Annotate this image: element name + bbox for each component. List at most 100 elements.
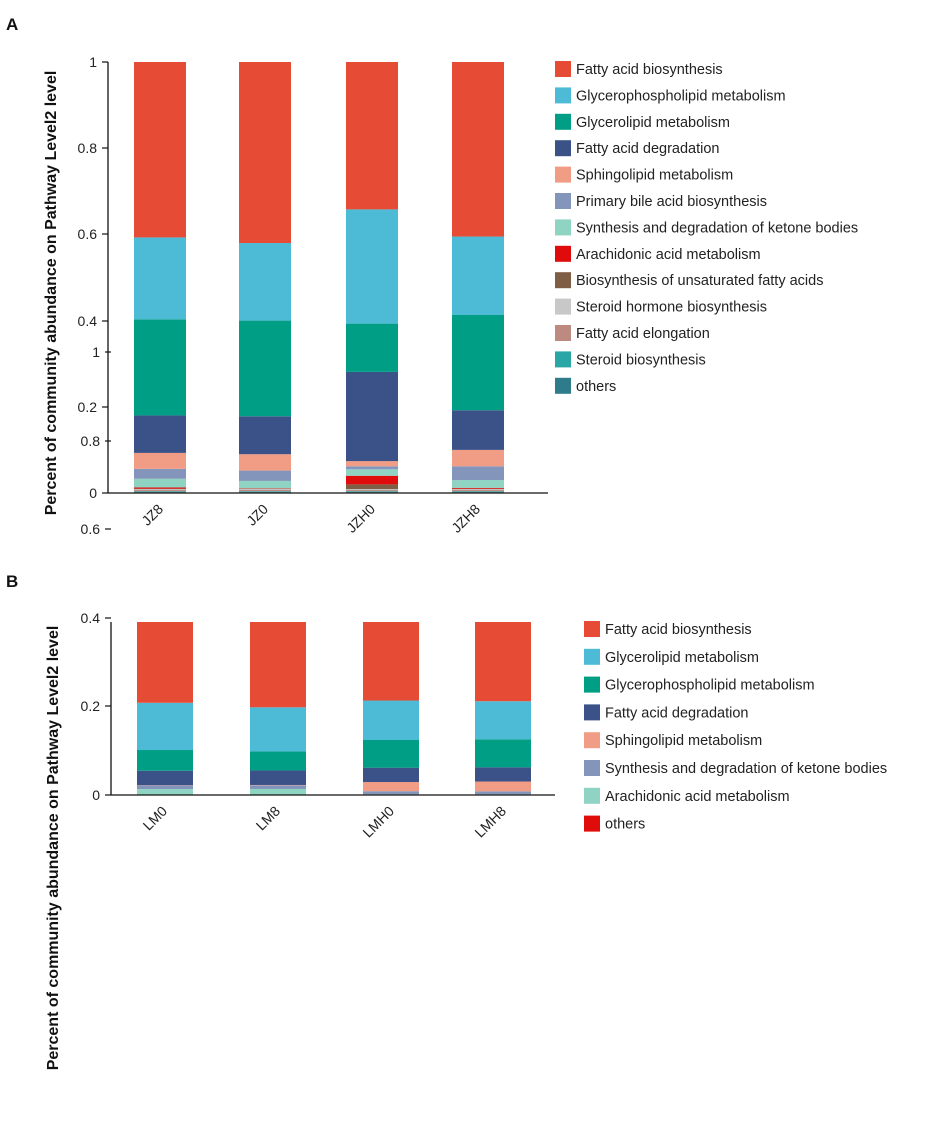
panel-a-legend-label-2: Glycerolipid metabolism <box>576 115 730 131</box>
panel-a-bar-jzh0-segment-5 <box>346 476 398 485</box>
panel-a-bar-jzh0-segment-6 <box>346 469 398 475</box>
panel-b-legend-swatch-2 <box>584 677 600 693</box>
panel-b-bar-lmh0-segment-3 <box>363 782 419 791</box>
panel-a-legend-label-10: Fatty acid elongation <box>576 326 710 342</box>
panel-b-bar-lmh0-segment-6 <box>363 701 419 740</box>
panel-a-bar-jzh8-segment-1 <box>452 491 504 492</box>
panel-a-bar-jz0-segment-6 <box>239 481 291 488</box>
panel-b-legend-swatch-1 <box>584 649 600 665</box>
panel-a-y-axis-title: Percent of community abundance on Pathwa… <box>43 71 60 516</box>
panel-a-legend-label-8: Biosynthesis of unsaturated fatty acids <box>576 273 823 289</box>
panel-b-bars <box>137 622 531 795</box>
panel-b-y-tick-label-3: 0.6 <box>81 521 101 537</box>
panel-b-bar-lm8-segment-2 <box>250 785 306 789</box>
panel-a-bar-jz0-segment-2 <box>239 490 291 491</box>
panel-b-category-label-lmh0: LMH0 <box>359 803 397 841</box>
panel-a-bar-jzh0-segment-3 <box>346 489 398 490</box>
panel-b-bar-lm0-segment-2 <box>137 785 193 789</box>
panel-b-bar-lm0-segment-7 <box>137 622 193 703</box>
panel-a-legend-swatch-8 <box>555 272 571 288</box>
panel-a-bar-jz8-segment-6 <box>134 479 186 488</box>
panel-b-legend-swatch-6 <box>584 788 600 804</box>
panel-a-category-label-jzh8: JZH8 <box>448 501 483 536</box>
panel-a-legend-label-6: Synthesis and degradation of ketone bodi… <box>576 220 858 236</box>
panel-a-bar-jzh8-segment-6 <box>452 480 504 488</box>
panel-a-bar-jzh8-segment-12 <box>452 62 504 237</box>
panel-a-bar-jz8-segment-2 <box>134 490 186 491</box>
panel-a-bar-jz8-segment-7 <box>134 469 186 479</box>
panel-a-legend-label-12: others <box>576 379 616 395</box>
panel-a-y-tick-label-0: 0 <box>89 485 97 501</box>
panel-b-legend-label-6: Arachidonic acid metabolism <box>605 789 790 805</box>
panel-b-legend: Fatty acid biosynthesis Glycerolipid met… <box>584 621 887 833</box>
panel-b-legend-swatch-0 <box>584 621 600 637</box>
panel-a-bar-jzh0-segment-4 <box>346 484 398 489</box>
panel-a-bar-jz0-segment-11 <box>239 243 291 321</box>
panel-a-bar-jzh8-segment-11 <box>452 237 504 315</box>
panel-a-bar-jzh0-segment-2 <box>346 490 398 491</box>
panel-a-bar-jz0-segment-7 <box>239 471 291 481</box>
panel-b-y-tick-label-5: 1 <box>92 344 100 360</box>
panel-a-legend-label-1: Glycerophospholipid metabolism <box>576 88 786 104</box>
panel-a-bar-jzh8-segment-3 <box>452 489 504 490</box>
panel-b-bar-lm0-segment-5 <box>137 750 193 771</box>
panel-b-legend-label-3: Fatty acid degradation <box>605 705 748 721</box>
panel-b-y-axis-title: Percent of community abundance on Pathwa… <box>45 626 62 1071</box>
panel-b-bar-lmh0-segment-5 <box>363 740 419 768</box>
panel-b-bar-lm8-segment-4 <box>250 770 306 785</box>
panel-a-bar-jzh8-segment-5 <box>452 488 504 489</box>
panel-a-bar-jz0-segment-1 <box>239 491 291 492</box>
panel-b-legend-label-2: Glycerophospholipid metabolism <box>605 678 815 694</box>
panel-a-bar-jz0-segment-8 <box>239 454 291 470</box>
panel-b-legend-label-7: others <box>605 817 645 833</box>
panel-b-bar-lm0-segment-4 <box>137 771 193 785</box>
panel-a-bar-jzh0-segment-9 <box>346 372 398 461</box>
panel-b-y-tick-label-2: 0.4 <box>81 610 101 626</box>
panel-b-bar-lmh0-segment-4 <box>363 768 419 782</box>
panel-a-bar-jz0-segment-12 <box>239 62 291 243</box>
panel-a-bar-jz8-segment-8 <box>134 453 186 469</box>
panel-a-legend-swatch-9 <box>555 299 571 315</box>
panel-a-bar-jz0-segment-3 <box>239 489 291 490</box>
panel-b-bar-lm8-segment-5 <box>250 751 306 770</box>
panel-b-y-tick-label-1: 0.2 <box>81 698 101 714</box>
panel-b-category-label-lmh8: LMH8 <box>471 803 509 841</box>
panel-a-y-tick-label-2: 0.4 <box>78 313 98 329</box>
panel-a-bar-jzh8-segment-9 <box>452 410 504 450</box>
panel-a-bar-jz8-segment-9 <box>134 415 186 452</box>
panel-a-legend-label-5: Primary bile acid biosynthesis <box>576 194 767 210</box>
panel-a-legend-swatch-7 <box>555 246 571 262</box>
panel-a-bar-jz8-segment-12 <box>134 62 186 237</box>
panel-b-bar-lmh8-segment-4 <box>475 767 531 781</box>
panel-b-bar-lm0-segment-1 <box>137 789 193 795</box>
panel-a-bar-jzh8-segment-7 <box>452 466 504 480</box>
panel-b-y-tick-label-0: 0 <box>92 787 100 803</box>
panel-a-bar-jzh0-segment-11 <box>346 209 398 323</box>
panel-a-legend-label-7: Arachidonic acid metabolism <box>576 247 761 263</box>
panel-b-bar-lm0-segment-6 <box>137 703 193 750</box>
panel-a-legend-swatch-0 <box>555 61 571 77</box>
panel-a-y-tick-label-4: 0.8 <box>78 140 98 156</box>
panel-a-bar-jz8-segment-5 <box>134 487 186 488</box>
panel-a-bar-jzh0-segment-10 <box>346 324 398 372</box>
panel-a-legend-label-11: Steroid biosynthesis <box>576 352 706 368</box>
panel-b-x-categories: LM0 LM8 LMH0 LMH8 <box>140 803 510 841</box>
panel-a-bar-jzh8-segment-10 <box>452 315 504 410</box>
panel-a-y-tick-label-5: 1 <box>89 54 97 70</box>
panel-a-legend-label-9: Steroid hormone biosynthesis <box>576 300 767 316</box>
panel-a-bar-jzh0-segment-7 <box>346 466 398 469</box>
panel-a-legend-swatch-11 <box>555 351 571 367</box>
panel-a-bar-jz0-segment-10 <box>239 321 291 417</box>
panel-a-legend-swatch-12 <box>555 378 571 394</box>
panel-b-legend-label-0: Fatty acid biosynthesis <box>605 622 752 638</box>
panel-a-category-label-jz8: JZ8 <box>138 501 166 529</box>
panel-b-bar-lmh0-segment-7 <box>363 622 419 701</box>
panel-b-legend-label-4: Sphingolipid metabolism <box>605 733 762 749</box>
panel-a-legend-swatch-4 <box>555 167 571 183</box>
panel-b-bar-lmh8-segment-3 <box>475 782 531 792</box>
panel-b-category-label-lm0: LM0 <box>140 803 171 834</box>
panel-a-chart: A Percent of community abundance on Path… <box>6 15 858 536</box>
panel-a-legend-swatch-6 <box>555 219 571 235</box>
panel-b-bar-lm8-segment-1 <box>250 789 306 795</box>
panel-a-legend-label-4: Sphingolipid metabolism <box>576 168 733 184</box>
